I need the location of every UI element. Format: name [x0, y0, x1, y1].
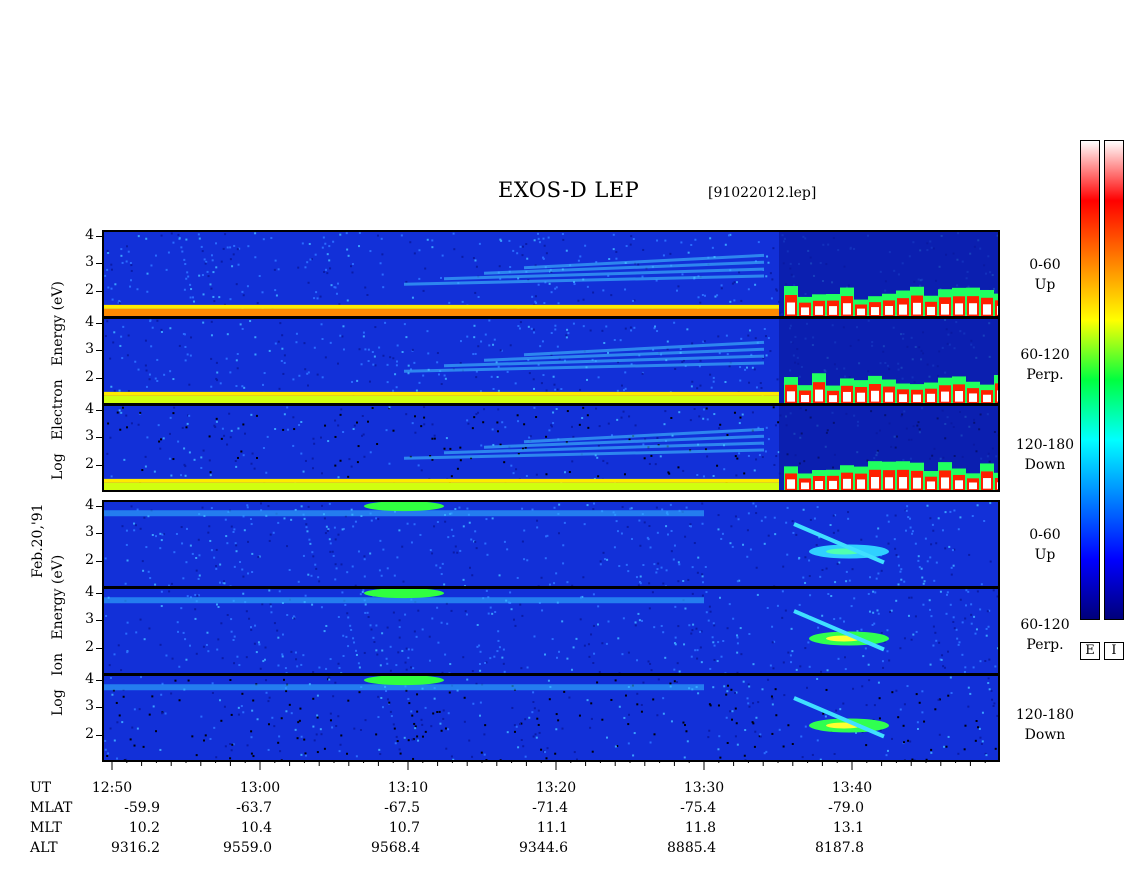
row-label-alt: ALT [30, 840, 58, 856]
y-tick-label: 2 [85, 551, 94, 568]
y-tick [96, 647, 102, 649]
y-tick [96, 734, 102, 736]
y-tick [96, 409, 102, 411]
y-tick-label: 3 [85, 524, 94, 540]
ephemeris-mlt-value: 10.4 [240, 820, 272, 836]
electron-panel-up [102, 230, 1000, 318]
y-tick-label: 4 [85, 670, 94, 687]
ephemeris-mlat-value: -67.5 [384, 800, 420, 816]
electron-panel-down [102, 404, 1000, 492]
ephemeris-alt-value: 9316.2 [111, 840, 160, 856]
y-tick [96, 322, 102, 324]
ephemeris-ut-value: 13:30 [683, 780, 725, 796]
ephemeris-alt-value: 9344.6 [519, 840, 568, 856]
y-tick-label: 3 [85, 698, 94, 714]
y-tick-label: 3 [85, 341, 94, 357]
y-tick [96, 505, 102, 507]
y-tick-label: 4 [85, 313, 94, 330]
y-tick-label: 4 [85, 400, 94, 417]
ephemeris-alt-value: 8885.4 [667, 840, 716, 856]
ephemeris-mlt-value: 11.8 [684, 820, 716, 836]
y-tick-label: 2 [85, 281, 94, 298]
channel-label-i-perp: 60-120 Perp. [1020, 617, 1070, 653]
y-tick-label: 2 [85, 725, 94, 742]
date-label: Feb.20,'91 [30, 503, 46, 578]
time-axis [111, 760, 986, 770]
electron-axis-label: Log Electron Energy (eV) [50, 281, 66, 480]
y-tick [96, 679, 102, 681]
ephemeris-mlat-value: -71.4 [532, 800, 568, 816]
y-tick-label: 4 [85, 496, 94, 513]
ion-panel-up [102, 500, 1000, 588]
y-tick-label: 4 [85, 583, 94, 600]
y-tick [96, 263, 102, 264]
electron-colorbar [1080, 140, 1100, 620]
ephemeris-mlt-value: 11.1 [536, 820, 568, 836]
y-tick [96, 290, 102, 292]
y-tick [96, 464, 102, 466]
ephemeris-alt-value: 9559.0 [223, 840, 272, 856]
y-tick-label: 4 [85, 226, 94, 243]
ion-axis-label: Log Ion Energy (eV) [50, 554, 66, 716]
ephemeris-ut-value: 13:40 [831, 780, 873, 796]
y-tick-label: 2 [85, 455, 94, 472]
ephemeris-mlt-value: 10.7 [388, 820, 420, 836]
y-tick [96, 592, 102, 594]
ephemeris-alt-value: 9568.4 [371, 840, 420, 856]
ephemeris-ut-value: 13:00 [239, 780, 281, 796]
ephemeris-ut-value: 12:50 [91, 780, 133, 796]
ion-panel-down [102, 674, 1000, 762]
channel-label-i-up: 0-60 Up [1029, 527, 1061, 563]
y-tick [96, 437, 102, 438]
channel-label-i-down: 120-180 Down [1015, 707, 1075, 743]
ephemeris-ut-value: 13:20 [535, 780, 577, 796]
ephemeris-mlat-value: -59.9 [124, 800, 160, 816]
ephemeris-ut-value: 13:10 [387, 780, 429, 796]
y-tick [96, 533, 102, 534]
y-tick-label: 2 [85, 638, 94, 655]
chart-title: EXOS-D LEP [498, 178, 640, 202]
y-tick [96, 707, 102, 708]
ephemeris-alt-value: 8187.8 [815, 840, 864, 856]
y-tick [96, 377, 102, 379]
ephemeris-mlat-value: -79.0 [828, 800, 864, 816]
colorbar-label-i: I [1104, 642, 1124, 660]
colorbar-label-e: E [1080, 642, 1100, 660]
electron-panel-perp [102, 317, 1000, 405]
file-name: [91022012.lep] [708, 185, 817, 201]
channel-label-e-perp: 60-120 Perp. [1020, 347, 1070, 383]
y-tick [96, 350, 102, 351]
row-label-ut: UT [30, 780, 52, 796]
y-tick-label: 3 [85, 611, 94, 627]
y-tick-label: 3 [85, 254, 94, 270]
ephemeris-mlat-value: -63.7 [236, 800, 272, 816]
ion-colorbar [1104, 140, 1124, 620]
ephemeris-mlt-value: 10.2 [128, 820, 160, 836]
channel-label-e-down: 120-180 Down [1015, 437, 1075, 473]
y-tick-label: 3 [85, 428, 94, 444]
channel-label-e-up: 0-60 Up [1029, 257, 1061, 293]
ion-panel-perp [102, 587, 1000, 675]
y-tick [96, 620, 102, 621]
ephemeris-mlat-value: -75.4 [680, 800, 716, 816]
y-tick [96, 560, 102, 562]
ephemeris-mlt-value: 13.1 [832, 820, 864, 836]
row-label-mlt: MLT [30, 820, 62, 836]
row-label-mlat: MLAT [30, 800, 73, 816]
y-tick [96, 235, 102, 237]
y-tick-label: 2 [85, 368, 94, 385]
